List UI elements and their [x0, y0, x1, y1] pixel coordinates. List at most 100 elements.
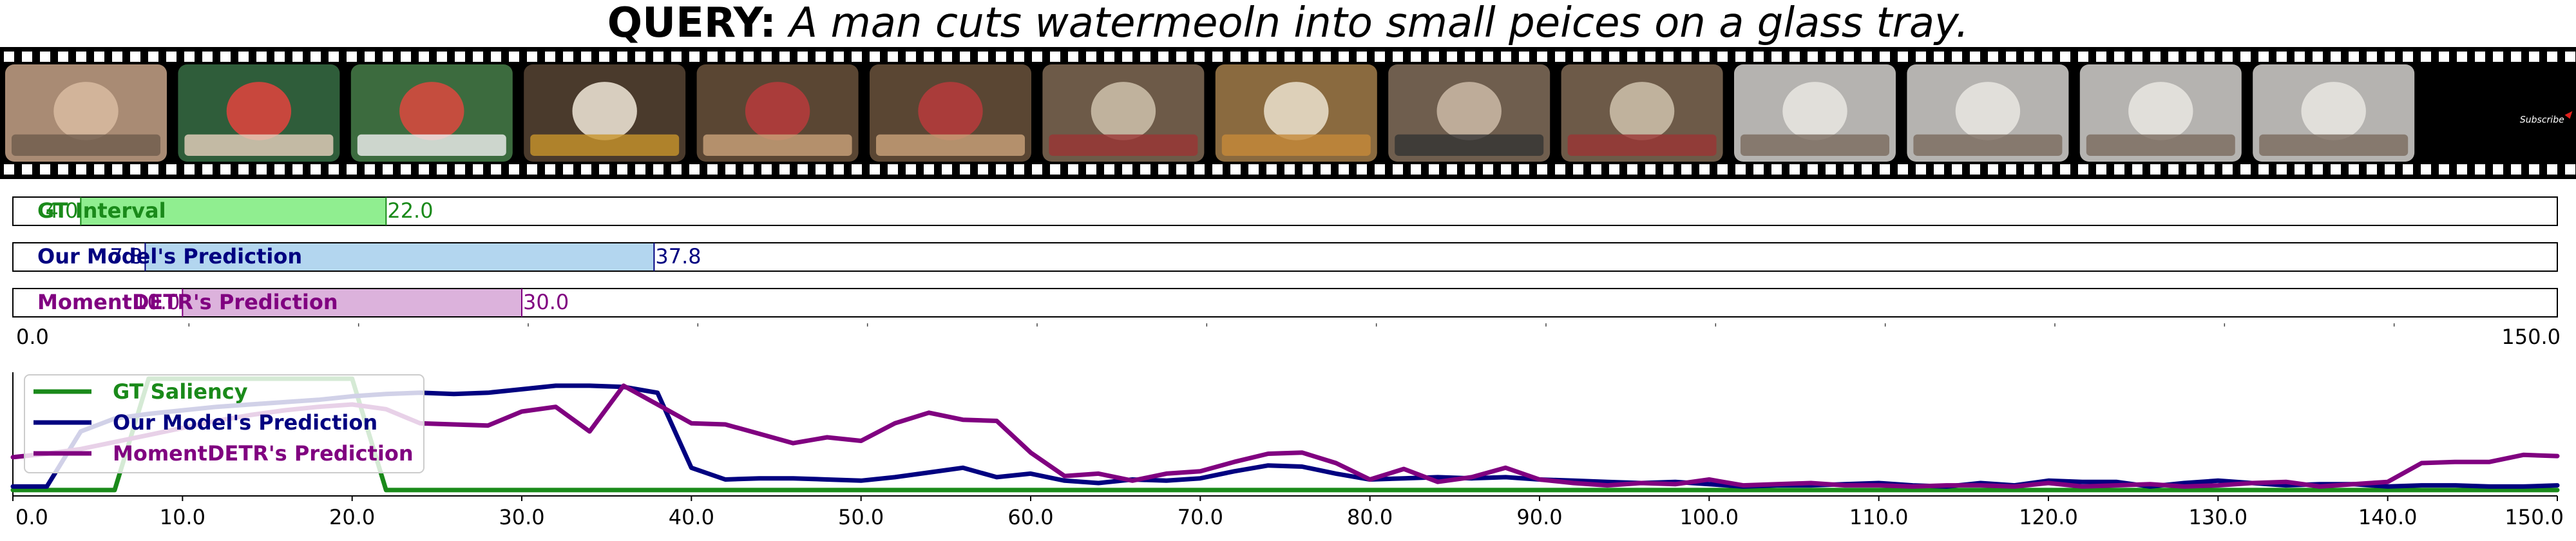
frame-foreground [1049, 134, 1198, 156]
sprocket-hole [4, 52, 14, 62]
video-frame [524, 64, 686, 162]
video-frame [1388, 64, 1550, 162]
sprocket-hole [924, 164, 934, 175]
sprocket-hole [1050, 164, 1060, 175]
sprocket-hole [2403, 164, 2413, 175]
sprocket-hole [1681, 164, 1692, 175]
interval-chart: 4.0 22.0 GT Interval 7.8 37.8 Our Model's Pre… [12, 196, 2561, 349]
video-frame [2253, 64, 2415, 162]
sprocket-hole [2024, 52, 2034, 62]
sprocket-hole [599, 52, 609, 62]
frame-subject [1264, 82, 1329, 140]
sprocket-hole [1573, 52, 1583, 62]
sprocket-hole [2421, 52, 2431, 62]
sprocket-hole [2547, 52, 2557, 62]
query-text: A man cuts watermeoln into small peices … [789, 0, 1969, 47]
sprocket-hole [1357, 164, 1367, 175]
sprocket-hole [274, 52, 285, 62]
sprocket-hole [202, 52, 213, 62]
sprocket-hole [238, 164, 249, 175]
sprocket-hole [1916, 52, 1926, 62]
sprocket-hole [1519, 164, 1529, 175]
sprocket-hole [1808, 164, 1818, 175]
sprocket-hole [1375, 164, 1385, 175]
interval-end-label: 30.0 [523, 290, 569, 314]
sprocket-hole [1591, 164, 1601, 175]
sprocket-hole [888, 52, 898, 62]
sprocket-hole [1519, 52, 1529, 62]
query-title: QUERY: A man cuts watermeoln into small … [0, 0, 2576, 46]
sprocket-hole [365, 52, 375, 62]
sprocket-hole [1429, 164, 1439, 175]
sprocket-hole [581, 164, 591, 175]
sprocket-hole [2114, 164, 2124, 175]
sprocket-hole [1032, 164, 1042, 175]
sprocket-hole [40, 164, 50, 175]
frame-subject [572, 82, 637, 140]
sprocket-hole [1789, 164, 1800, 175]
subscribe-text: Subscribe [2520, 115, 2564, 126]
sprocket-hole [419, 52, 429, 62]
sprocket-hole [527, 164, 537, 175]
sprocket-hole [2006, 52, 2016, 62]
sprocket-hole [1627, 52, 1637, 62]
sprocket-hole [1862, 164, 1872, 175]
sprocket-hole [292, 52, 303, 62]
frame-foreground [357, 134, 506, 156]
sprocket-hole [2349, 52, 2359, 62]
frame-foreground [1567, 134, 1717, 156]
sprocket-hole [2295, 52, 2305, 62]
sprocket-hole [527, 52, 537, 62]
sprocket-hole [401, 52, 411, 62]
sprocket-hole [1447, 164, 1457, 175]
sprocket-hole [1212, 52, 1223, 62]
sprocket-hole [2529, 164, 2539, 175]
sprocket-hole [852, 52, 862, 62]
sprocket-hole [1357, 52, 1367, 62]
sprocket-hole [1771, 164, 1782, 175]
sprocket-hole [2313, 164, 2323, 175]
sprocket-hole [238, 52, 249, 62]
sprocket-hole [906, 164, 916, 175]
sprocket-hole [220, 52, 231, 62]
sprocket-hole [942, 164, 952, 175]
sprocket-hole [1753, 164, 1764, 175]
sprocket-hole [256, 52, 267, 62]
sprocket-hole [2439, 52, 2449, 62]
sprocket-hole [671, 164, 682, 175]
sprocket-hole [653, 52, 663, 62]
frame-subject [1955, 82, 2021, 140]
sprocket-hole [184, 52, 195, 62]
interval-bar [81, 198, 386, 225]
sprocket-hole [1230, 164, 1241, 175]
sprocket-hole [1248, 52, 1259, 62]
sprocket-hole [2565, 164, 2575, 175]
sprocket-hole [1645, 52, 1655, 62]
x-tick-label: 100.0 [1680, 505, 1739, 529]
sprocket-hole [761, 52, 772, 62]
sprocket-hole [2204, 52, 2215, 62]
sprocket-hole [1140, 52, 1150, 62]
sprocket-hole [563, 52, 573, 62]
sprocket-hole [1321, 164, 1331, 175]
sprocket-hole [1284, 52, 1295, 62]
sprocket-hole [1393, 52, 1403, 62]
saliency-chart: 0.0 10.0 20.0 30.0 40.0 50.0 60.0 70.0 80.0 90.0 1… [10, 372, 2564, 529]
sprocket-hole [2475, 52, 2485, 62]
sprocket-hole [1194, 164, 1205, 175]
sprocket-hole [455, 52, 465, 62]
sprocket-hole [1880, 52, 1890, 62]
sprocket-hole [2313, 52, 2323, 62]
sprocket-hole [220, 164, 231, 175]
sprocket-hole [2547, 164, 2557, 175]
sprocket-hole [1014, 164, 1024, 175]
video-frame [696, 64, 859, 162]
sprocket-hole [329, 52, 339, 62]
frame-subject [226, 82, 292, 140]
sprocket-hole [1068, 52, 1078, 62]
frame-foreground [1741, 134, 1889, 156]
sprocket-hole [166, 52, 177, 62]
x-tick-label: 60.0 [1007, 505, 1053, 529]
sprocket-hole [1158, 52, 1169, 62]
frame-subject [745, 82, 810, 140]
